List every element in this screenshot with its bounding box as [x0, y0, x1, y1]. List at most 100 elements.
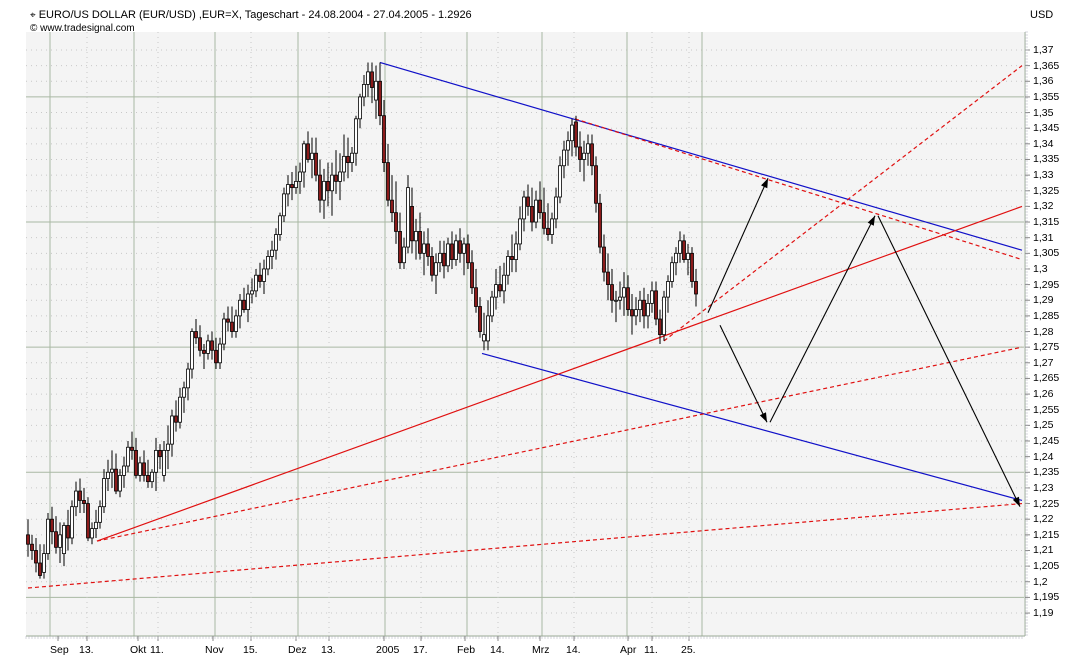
candle	[346, 155, 350, 164]
candle	[638, 299, 642, 311]
candle	[318, 174, 322, 201]
chart-symbol-icon: ⌖	[30, 10, 36, 21]
trendline-resistance-dash	[574, 118, 1023, 261]
candle	[278, 215, 282, 235]
candle	[194, 331, 198, 339]
candle	[134, 449, 138, 476]
y-axis-label: 1,23	[1033, 481, 1054, 494]
candle	[690, 252, 694, 282]
candle	[490, 296, 494, 317]
chart-title-text: EURO/US DOLLAR (EUR/USD) ,EUR=X, Tagesch…	[38, 9, 472, 21]
arrow-head-icon	[759, 412, 767, 423]
candle	[142, 462, 146, 476]
y-axis-label: 1,225	[1033, 497, 1060, 510]
x-axis-label: 14.	[490, 644, 505, 656]
candle	[438, 252, 442, 264]
y-axis-label: 1,25	[1033, 419, 1054, 432]
candle	[670, 262, 674, 282]
y-axis-label: 1,255	[1033, 403, 1060, 416]
y-axis-label: 1,275	[1033, 341, 1060, 354]
trendline-lower-channel	[481, 352, 1023, 502]
candle	[598, 202, 602, 248]
trendline-fan-1	[96, 346, 1023, 542]
candle	[202, 349, 206, 354]
candle	[502, 274, 506, 292]
candle	[594, 165, 598, 204]
candle	[98, 506, 102, 523]
y-axis-label: 1,355	[1033, 90, 1060, 103]
candle	[498, 284, 502, 292]
candle	[558, 165, 562, 198]
candle	[354, 118, 358, 154]
y-axis-label: 1,315	[1033, 216, 1060, 229]
candle	[242, 299, 246, 311]
y-axis-label: 1,365	[1033, 59, 1060, 72]
candle	[266, 256, 270, 270]
candle	[146, 475, 150, 483]
candle	[106, 471, 110, 479]
candle	[494, 284, 498, 298]
y-axis-label: 1,2	[1033, 575, 1048, 588]
y-axis-label: 1,325	[1033, 184, 1060, 197]
candle	[650, 290, 654, 304]
arrow-line	[769, 215, 876, 423]
candle	[302, 143, 306, 173]
candle	[314, 152, 318, 176]
candle	[526, 196, 530, 207]
candle	[94, 521, 98, 529]
candle	[258, 274, 262, 282]
y-axis-label: 1,19	[1033, 607, 1054, 620]
candle	[326, 180, 330, 192]
candle	[610, 284, 614, 301]
candle	[358, 96, 362, 120]
candle	[34, 550, 38, 564]
candle	[38, 562, 42, 576]
y-axis-label: 1,285	[1033, 309, 1060, 322]
y-axis-label: 1,26	[1033, 388, 1054, 401]
candle	[674, 252, 678, 264]
candle	[246, 293, 250, 311]
x-axis-label: 14.	[566, 644, 581, 656]
forecast-arrows	[707, 178, 1021, 507]
axis-ticks	[25, 31, 1030, 641]
x-axis-label: Apr	[620, 644, 637, 656]
candle	[158, 449, 162, 458]
candle	[290, 184, 294, 189]
chart-title: ⌖ EURO/US DOLLAR (EUR/USD) ,EUR=X, Tages…	[30, 9, 472, 21]
candle	[574, 121, 578, 148]
y-axis-label: 1,22	[1033, 513, 1054, 526]
candle	[622, 287, 626, 298]
candle	[538, 199, 542, 214]
candle	[658, 318, 662, 336]
x-axis-label: 11.	[150, 644, 164, 656]
candle	[458, 240, 462, 254]
candle	[522, 196, 526, 220]
y-axis-label: 1,27	[1033, 356, 1054, 369]
arrow-head-icon	[1012, 496, 1020, 507]
y-axis-label: 1,24	[1033, 450, 1054, 463]
candle	[114, 468, 118, 492]
x-axis-label: 13.	[321, 644, 336, 656]
x-axis-label: Nov	[205, 644, 224, 656]
arrow-head-icon	[867, 215, 875, 226]
candle	[470, 262, 474, 289]
candle	[274, 234, 278, 251]
candle	[418, 231, 422, 254]
candle	[338, 171, 342, 182]
candle	[74, 490, 78, 508]
candle	[426, 243, 430, 257]
y-axis-label: 1,32	[1033, 200, 1054, 213]
candle	[578, 146, 582, 160]
candle	[82, 500, 86, 504]
candle	[238, 299, 242, 317]
candle	[218, 343, 222, 364]
x-axis-label: Okt	[130, 644, 147, 656]
candle	[170, 415, 174, 445]
candle	[550, 218, 554, 235]
candle	[386, 162, 390, 201]
candle	[614, 299, 618, 302]
candle	[198, 337, 202, 351]
candle	[342, 155, 346, 173]
y-axis-label: 1,295	[1033, 278, 1060, 291]
